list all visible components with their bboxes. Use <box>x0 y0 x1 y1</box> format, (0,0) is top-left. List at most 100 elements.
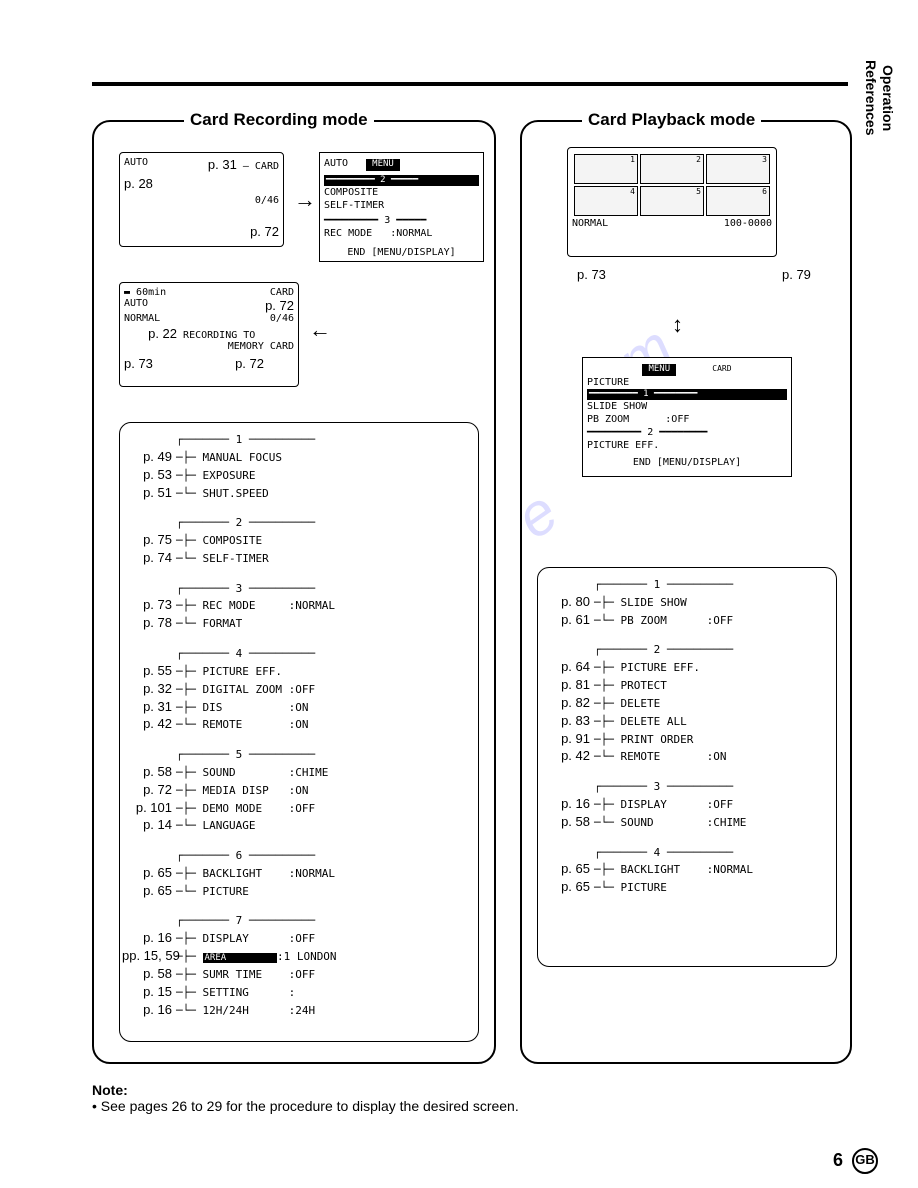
file-index: 100-0000 <box>724 218 772 229</box>
page-ref: p. 31 <box>208 157 237 172</box>
menu-item-row: p. 65─├─ BACKLIGHT :NORMAL <box>540 860 828 878</box>
arrow-updown-icon: ↕ <box>672 312 683 338</box>
menu-group-header: ┌─────── 6 ────────── <box>122 849 470 864</box>
menu-item-row: p. 16─├─ DISPLAY :OFF <box>122 929 470 947</box>
menu-item-row: p. 80─├─ SLIDE SHOW <box>540 593 828 611</box>
page-ref: p. 72 <box>235 356 264 371</box>
page-ref: p. 28 <box>124 176 279 191</box>
spacer <box>122 733 470 748</box>
pb-menu-screen: MENU CARD PICTURE ━━━━━━━━━ 1 ━━━━━━━━ S… <box>582 357 792 477</box>
menu-group-header: ┌─────── 2 ────────── <box>122 516 470 531</box>
menu-item: SELF-TIMER <box>324 199 479 212</box>
section-line2: References <box>863 60 879 136</box>
manual-page: Operation References m e alsh n Card Rec… <box>0 0 918 1188</box>
spacer <box>540 831 828 846</box>
menu-item-row: p. 49─├─ MANUAL FOCUS <box>122 448 470 466</box>
menu-group-header: ┌─────── 2 ────────── <box>540 643 828 658</box>
thumb: 3 <box>706 154 770 184</box>
page-ref: p. 73 <box>124 356 153 371</box>
note-heading: Note: <box>92 1082 519 1098</box>
menu-item-row: p. 75─├─ COMPOSITE <box>122 531 470 549</box>
menu-item-row: p. 83─├─ DELETE ALL <box>540 712 828 730</box>
menu-item: SLIDE SHOW <box>587 400 787 413</box>
pb-screen-thumbs: 123 456 NORMAL 100-0000 <box>567 147 777 257</box>
menu-item: PICTURE EFF. <box>587 439 787 452</box>
spacer <box>122 834 470 849</box>
card-playback-panel: Card Playback mode 123 456 NORMAL 100-00… <box>520 120 852 1064</box>
thumbnail-grid: 123 456 <box>574 154 770 216</box>
thumb: 6 <box>706 186 770 216</box>
thumb: 5 <box>640 186 704 216</box>
menu-item-row: p. 32─├─ DIGITAL ZOOM :OFF <box>122 680 470 698</box>
thumb: 4 <box>574 186 638 216</box>
panel-title-left: Card Recording mode <box>184 110 374 130</box>
menu-group-header: ┌─────── 1 ────────── <box>540 578 828 593</box>
menu-group-header: ┌─────── 3 ────────── <box>122 582 470 597</box>
card-icon: CARD <box>255 161 279 172</box>
menu-item-row: p. 58─├─ SOUND :CHIME <box>122 763 470 781</box>
rec-screen-2: ▬ 60min CARD AUTO p. 72 NORMAL 0/46 p. 2… <box>119 282 299 387</box>
auto-label: AUTO <box>124 298 148 309</box>
menu-group-header: ┌─────── 4 ────────── <box>122 647 470 662</box>
page-ref: p. 73 <box>577 267 606 282</box>
menu-item: PB ZOOM <box>587 414 629 425</box>
battery: 60min <box>136 287 166 298</box>
menu-value: :OFF <box>665 414 689 425</box>
menu-group-header: ┌─────── 7 ────────── <box>122 914 470 929</box>
menu-item: PICTURE <box>587 376 787 389</box>
menu-item-row: pp. 15, 59─├─ AREA :1 LONDON <box>122 947 470 965</box>
spacer <box>122 900 470 915</box>
panel-title-right: Card Playback mode <box>582 110 761 130</box>
menu-end: END [MENU/DISPLAY] <box>587 456 787 469</box>
menu-item-row: p. 16─├─ DISPLAY :OFF <box>540 795 828 813</box>
menu-item-row: p. 81─├─ PROTECT <box>540 676 828 694</box>
menu-item-row: p. 73─├─ REC MODE :NORMAL <box>122 596 470 614</box>
menu-group-header: ┌─────── 3 ────────── <box>540 780 828 795</box>
normal-label: NORMAL <box>572 218 608 229</box>
spacer <box>122 567 470 582</box>
menu-item-row: p. 65─├─ BACKLIGHT :NORMAL <box>122 864 470 882</box>
section-tab: Operation References <box>862 60 896 136</box>
counter: 0/46 <box>270 313 294 324</box>
menu-item: COMPOSITE <box>324 186 479 199</box>
spacer <box>122 1019 470 1034</box>
menu-end: END [MENU/DISPLAY] <box>324 246 479 259</box>
spacer <box>540 896 828 911</box>
card-icon: CARD <box>712 364 731 373</box>
spacer <box>122 632 470 647</box>
menu-item-row: p. 74─└─ SELF-TIMER <box>122 549 470 567</box>
menu-item-row: p. 78─└─ FORMAT <box>122 614 470 632</box>
auto-label: AUTO <box>324 158 348 169</box>
page-ref: p. 72 <box>124 224 279 239</box>
page-ref: p. 79 <box>782 267 811 282</box>
page-ref: p. 72 <box>265 298 294 313</box>
menu-group-header: ┌─────── 4 ────────── <box>540 846 828 861</box>
menu-item-row: p. 31─├─ DIS :ON <box>122 698 470 716</box>
menu-item-row: p. 58─└─ SOUND :CHIME <box>540 813 828 831</box>
page-num: 6 <box>833 1150 843 1170</box>
menu-header: MENU <box>366 159 400 171</box>
spacer <box>540 629 828 644</box>
thumb: 2 <box>640 154 704 184</box>
arrow-left-icon: ← <box>309 317 331 343</box>
section-line1: Operation <box>880 65 896 131</box>
auto-label: AUTO <box>124 157 148 168</box>
card-icon: CARD <box>270 287 294 298</box>
menu-item-row: p. 58─├─ SUMR TIME :OFF <box>122 965 470 983</box>
menu-item-row: p. 15─├─ SETTING : <box>122 983 470 1001</box>
card-recording-panel: Card Recording mode AUTO p. 31 — CARD p.… <box>92 120 496 1064</box>
menu-item-row: p. 42─└─ REMOTE :ON <box>122 715 470 733</box>
menu-item-row: p. 65─└─ PICTURE <box>122 882 470 900</box>
menu-item-row: p. 53─├─ EXPOSURE <box>122 466 470 484</box>
menu-item-row: p. 61─└─ PB ZOOM :OFF <box>540 611 828 629</box>
menu-item: REC MODE <box>324 228 372 239</box>
region-badge: GB <box>852 1148 878 1174</box>
menu-item-row: p. 14─└─ LANGUAGE <box>122 816 470 834</box>
counter: 0/46 <box>124 195 279 206</box>
menu-header: MENU <box>642 364 676 376</box>
normal-label: NORMAL <box>124 313 160 324</box>
note-text: • See pages 26 to 29 for the procedure t… <box>92 1098 519 1114</box>
rec-msg: MEMORY CARD <box>124 341 294 352</box>
top-rule <box>92 82 848 86</box>
menu-item-row: p. 42─└─ REMOTE :ON <box>540 747 828 765</box>
